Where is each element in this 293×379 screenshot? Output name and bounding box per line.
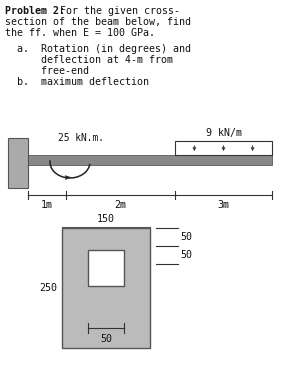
Text: 150: 150: [97, 214, 115, 224]
Text: a.  Rotation (in degrees) and: a. Rotation (in degrees) and: [5, 44, 191, 54]
Bar: [62, 228, 150, 348]
Text: 50: 50: [180, 232, 192, 242]
Text: For the given cross-: For the given cross-: [60, 6, 180, 16]
Text: 9 kN/m: 9 kN/m: [205, 128, 241, 138]
Text: free-end: free-end: [5, 66, 89, 76]
Text: 50: 50: [100, 334, 112, 344]
Text: 3m: 3m: [217, 200, 229, 210]
Text: 25 kN.m.: 25 kN.m.: [58, 133, 104, 143]
Bar: [8, 138, 28, 188]
Text: Problem 2:: Problem 2:: [5, 6, 65, 16]
Bar: [88, 250, 124, 286]
Text: 2m: 2m: [115, 200, 127, 210]
Text: 50: 50: [180, 250, 192, 260]
Text: the ff. when E = 100 GPa.: the ff. when E = 100 GPa.: [5, 28, 155, 38]
Text: section of the beam below, find: section of the beam below, find: [5, 17, 191, 27]
Text: b.  maximum deflection: b. maximum deflection: [5, 77, 149, 87]
Text: 250: 250: [39, 283, 57, 293]
Text: deflection at 4-m from: deflection at 4-m from: [5, 55, 173, 65]
Text: 1m: 1m: [41, 200, 53, 210]
Bar: [28, 155, 272, 165]
Bar: [175, 141, 272, 155]
